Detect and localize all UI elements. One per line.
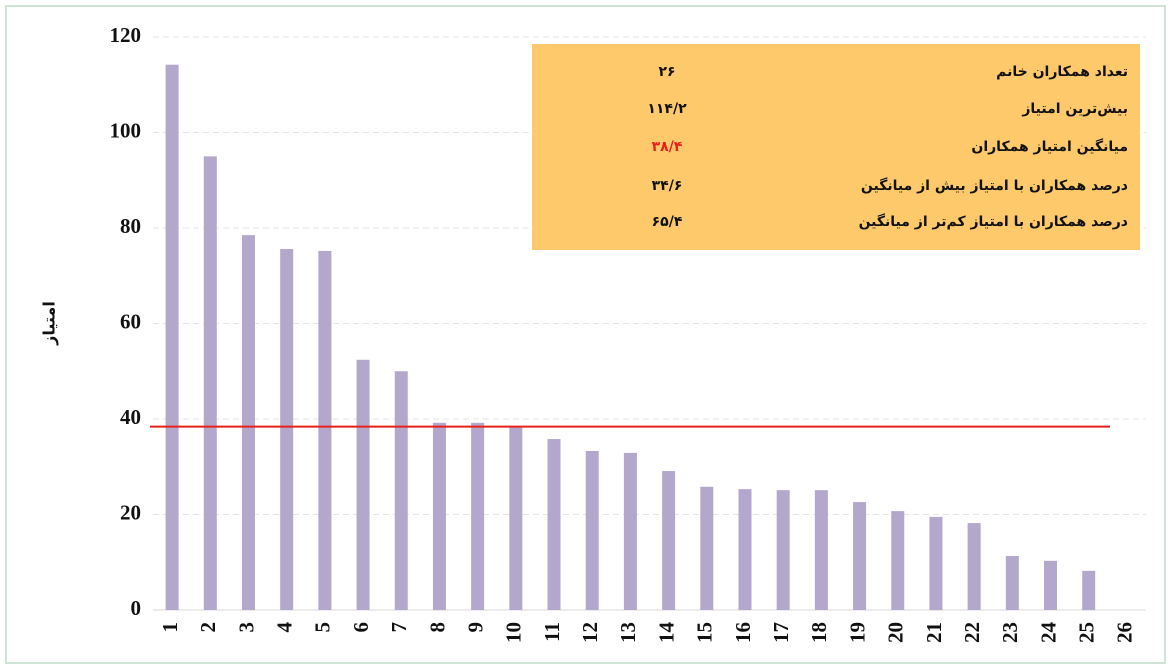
bar	[929, 516, 943, 610]
x-tick-label: 14	[654, 622, 678, 644]
bar	[1082, 570, 1096, 610]
x-tick-label: 25	[1075, 622, 1099, 643]
info-label: درصد همکاران با امتیاز کم‌تر از میانگین	[858, 214, 1128, 230]
x-tick-label: 18	[807, 622, 831, 643]
bar	[1044, 560, 1058, 610]
info-row: میانگین امتیاز همکاران ۳۸/۴	[532, 132, 1140, 162]
info-row: تعداد همکاران خانم ۲۶	[532, 57, 1140, 87]
y-tick-label: 120	[110, 23, 142, 47]
info-row: درصد همکاران با امتیاز کم‌تر از میانگین ۶…	[532, 207, 1140, 237]
y-axis-label: امتیاز	[40, 301, 59, 346]
x-tick-label: 10	[502, 622, 526, 643]
x-tick-label: 17	[769, 622, 793, 643]
info-value: ۱۱۴/۲	[647, 101, 687, 117]
bar	[585, 450, 599, 610]
info-label: بیش‌ترین امتیاز	[1022, 101, 1128, 117]
x-tick-label: 8	[425, 622, 449, 633]
x-tick-label: 16	[731, 622, 755, 643]
bar	[814, 490, 828, 610]
x-tick-label: 22	[960, 622, 984, 643]
x-tick-label: 1	[158, 622, 182, 633]
info-value: ۳۴/۶	[651, 178, 683, 194]
bar	[280, 249, 294, 610]
info-row: درصد همکاران با امتیاز بیش از میانگین ۳۴/…	[532, 171, 1140, 201]
bar	[700, 486, 714, 610]
x-tick-label: 26	[1113, 622, 1137, 643]
x-tick-label: 12	[578, 622, 602, 643]
bar	[1005, 556, 1019, 610]
bar	[662, 471, 676, 610]
bar	[967, 523, 981, 610]
y-tick-label: 100	[110, 118, 142, 142]
bar	[738, 489, 752, 610]
y-tick-label: 0	[131, 596, 142, 620]
bar	[241, 235, 255, 610]
x-tick-label: 11	[540, 622, 564, 642]
x-tick-label: 23	[998, 622, 1022, 643]
bar	[509, 426, 523, 610]
y-tick-label: 20	[120, 500, 141, 524]
info-value: ۲۶	[658, 64, 676, 80]
info-label: میانگین امتیاز همکاران	[971, 139, 1128, 155]
y-tick-label: 80	[120, 214, 141, 238]
x-tick-label: 13	[616, 622, 640, 643]
x-tick-label: 3	[234, 622, 258, 633]
x-tick-label: 21	[922, 622, 946, 643]
info-table: تعداد همکاران خانم ۲۶ بیش‌ترین امتیاز ۱۱۴/۲…	[532, 44, 1140, 250]
x-tick-label: 19	[845, 622, 869, 643]
x-tick-label: 7	[387, 622, 411, 633]
y-tick-label: 60	[120, 309, 141, 333]
x-tick-label: 6	[349, 622, 373, 633]
y-tick-label: 40	[120, 405, 141, 429]
info-row: بیش‌ترین امتیاز ۱۱۴/۲	[532, 94, 1140, 124]
info-value: ۳۸/۴	[651, 139, 683, 155]
bar	[471, 422, 485, 610]
bar	[891, 511, 905, 610]
x-tick-label: 5	[311, 622, 335, 633]
x-tick-label: 20	[884, 622, 908, 643]
info-label: تعداد همکاران خانم	[996, 64, 1128, 80]
info-label: درصد همکاران با امتیاز بیش از میانگین	[860, 178, 1128, 194]
bar	[623, 452, 637, 610]
bar	[547, 439, 561, 610]
bar	[432, 422, 446, 610]
bar	[165, 64, 179, 610]
x-tick-label: 4	[272, 622, 296, 633]
bar	[203, 156, 217, 610]
bar	[776, 490, 790, 610]
info-value: ۶۵/۴	[651, 214, 683, 230]
bar	[853, 502, 867, 610]
bar	[356, 359, 370, 610]
x-tick-label: 9	[463, 622, 487, 633]
x-tick-label: 15	[693, 622, 717, 643]
x-tick-label: 2	[196, 622, 220, 633]
bar	[318, 250, 332, 611]
x-tick-label: 24	[1036, 622, 1060, 644]
bar	[394, 371, 408, 610]
